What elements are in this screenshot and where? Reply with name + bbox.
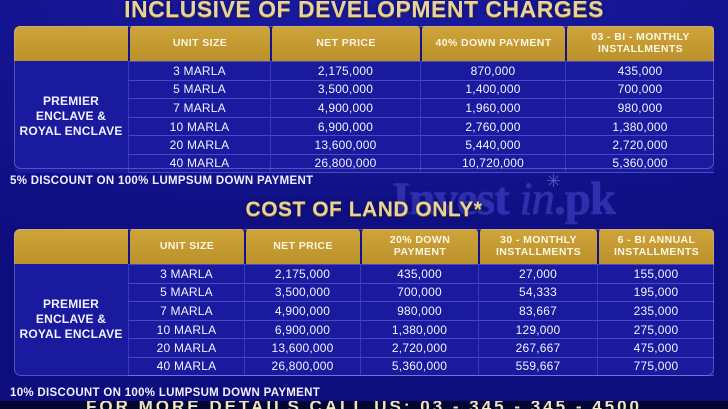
table-development-charges: UNIT SIZE NET PRICE 40% DOWN PAYMENT 03 … [14, 26, 714, 173]
col-header-installments: 03 - BI - MONTHLY INSTALLMENTS [565, 26, 714, 61]
table-row: 10 MARLA 6,900,000 2,760,000 1,380,000 [14, 116, 714, 136]
table-row: 20 MARLA 13,600,000 5,440,000 2,720,000 [14, 135, 714, 154]
footnote-discount-10: 10% DISCOUNT ON 100% LUMPSUM DOWN PAYMEN… [10, 387, 321, 399]
footnote-discount-5: 5% DISCOUNT ON 100% LUMPSUM DOWN PAYMENT [10, 175, 314, 187]
col-header-net-price: NET PRICE [244, 229, 360, 264]
col-header-unit-size: UNIT SIZE [128, 229, 244, 264]
cell-net-price: 26,800,000 [270, 153, 420, 173]
table-2-header: UNIT SIZE NET PRICE 20% DOWN PAYMENT 30 … [14, 229, 714, 264]
cell-net-price: 4,900,000 [270, 98, 420, 117]
cell-net-price: 13,600,000 [244, 338, 360, 357]
table-row: 20 MARLA 13,600,000 2,720,000 267,667 47… [14, 338, 714, 357]
cell-bi-annual-installments: 475,000 [597, 338, 714, 357]
col-header-bi-annual-installments: 6 - BI ANNUAL INSTALLMENTS [597, 229, 714, 264]
cell-net-price: 26,800,000 [244, 356, 360, 376]
cell-bi-annual-installments: 195,000 [597, 282, 714, 302]
cell-monthly-installments: 129,000 [478, 319, 597, 339]
cell-down-payment: 5,360,000 [360, 356, 478, 376]
cell-bi-annual-installments: 155,000 [597, 264, 714, 283]
cell-down-payment: 1,380,000 [360, 319, 478, 339]
table-1-corner-cell [14, 26, 128, 61]
cell-unit-size: 20 MARLA [128, 338, 244, 357]
cell-net-price: 2,175,000 [244, 264, 360, 283]
table-row: 10 MARLA 6,900,000 1,380,000 129,000 275… [14, 319, 714, 339]
table-cost-of-land-only: UNIT SIZE NET PRICE 20% DOWN PAYMENT 30 … [14, 229, 714, 376]
cell-net-price: 3,500,000 [270, 79, 420, 99]
cell-bi-annual-installments: 275,000 [597, 319, 714, 339]
table-row: 5 MARLA 3,500,000 1,400,000 700,000 [14, 79, 714, 99]
cell-monthly-installments: 83,667 [478, 301, 597, 320]
cell-unit-size: 40 MARLA [128, 356, 244, 376]
estate-label-2: PREMIER ENCLAVE & ROYAL ENCLAVE [14, 264, 128, 376]
cell-net-price: 13,600,000 [270, 135, 420, 154]
cell-installments: 435,000 [565, 61, 714, 80]
cell-unit-size: 5 MARLA [128, 79, 270, 99]
col-header-unit-size: UNIT SIZE [128, 26, 270, 61]
cell-installments: 980,000 [565, 98, 714, 117]
cell-bi-annual-installments: 235,000 [597, 301, 714, 320]
cell-unit-size: 20 MARLA [128, 135, 270, 154]
cell-down-payment: 870,000 [420, 61, 565, 80]
cell-unit-size: 3 MARLA [128, 264, 244, 283]
cell-net-price: 6,900,000 [244, 319, 360, 339]
cell-monthly-installments: 27,000 [478, 264, 597, 283]
cell-unit-size: 7 MARLA [128, 301, 244, 320]
cell-monthly-installments: 267,667 [478, 338, 597, 357]
cell-down-payment: 10,720,000 [420, 153, 565, 173]
section-title-cost-of-land-only: COST OF LAND ONLY* [245, 198, 483, 221]
cell-monthly-installments: 54,333 [478, 282, 597, 302]
cell-down-payment: 435,000 [360, 264, 478, 283]
cell-down-payment: 1,400,000 [420, 79, 565, 99]
cell-net-price: 3,500,000 [244, 282, 360, 302]
table-2-header-row: UNIT SIZE NET PRICE 20% DOWN PAYMENT 30 … [14, 229, 714, 264]
cell-installments: 1,380,000 [565, 116, 714, 136]
table-2-corner-cell [14, 229, 128, 264]
table-row: 40 MARLA 26,800,000 5,360,000 559,667 77… [14, 356, 714, 376]
cell-down-payment: 5,440,000 [420, 135, 565, 154]
cell-net-price: 4,900,000 [244, 301, 360, 320]
cell-down-payment: 2,720,000 [360, 338, 478, 357]
table-1-header-row: UNIT SIZE NET PRICE 40% DOWN PAYMENT 03 … [14, 26, 714, 61]
snowflake-icon: ✳ [546, 171, 562, 191]
price-table-2: UNIT SIZE NET PRICE 20% DOWN PAYMENT 30 … [14, 229, 714, 376]
call-banner-text: FOR MORE DETAILS CALL US: 03 - 345 - 345… [0, 401, 728, 409]
cell-unit-size: 10 MARLA [128, 116, 270, 136]
cell-net-price: 2,175,000 [270, 61, 420, 80]
cell-down-payment: 700,000 [360, 282, 478, 302]
table-row: 40 MARLA 26,800,000 10,720,000 5,360,000 [14, 153, 714, 173]
table-1-body: PREMIER ENCLAVE & ROYAL ENCLAVE 3 MARLA … [14, 61, 714, 173]
col-header-down-payment: 40% DOWN PAYMENT [420, 26, 565, 61]
cell-net-price: 6,900,000 [270, 116, 420, 136]
cell-unit-size: 40 MARLA [128, 153, 270, 173]
cell-installments: 2,720,000 [565, 135, 714, 154]
cell-installments: 700,000 [565, 79, 714, 99]
col-header-monthly-installments: 30 - MONTHLY INSTALLMENTS [478, 229, 597, 264]
cell-unit-size: 5 MARLA [128, 282, 244, 302]
cell-down-payment: 980,000 [360, 301, 478, 320]
cell-down-payment: 1,960,000 [420, 98, 565, 117]
estate-label-1: PREMIER ENCLAVE & ROYAL ENCLAVE [14, 61, 128, 173]
section-title-development-charges: INCLUSIVE OF DEVELOPMENT CHARGES [124, 0, 604, 22]
cell-unit-size: 7 MARLA [128, 98, 270, 117]
col-header-net-price: NET PRICE [270, 26, 420, 61]
col-header-down-payment: 20% DOWN PAYMENT [360, 229, 478, 264]
table-row: 7 MARLA 4,900,000 980,000 83,667 235,000 [14, 301, 714, 320]
cell-unit-size: 10 MARLA [128, 319, 244, 339]
table-row: 5 MARLA 3,500,000 700,000 54,333 195,000 [14, 282, 714, 302]
table-2-body: PREMIER ENCLAVE & ROYAL ENCLAVE 3 MARLA … [14, 264, 714, 376]
table-1-header: UNIT SIZE NET PRICE 40% DOWN PAYMENT 03 … [14, 26, 714, 61]
call-banner: FOR MORE DETAILS CALL US: 03 - 345 - 345… [0, 401, 728, 409]
price-table-1: UNIT SIZE NET PRICE 40% DOWN PAYMENT 03 … [14, 26, 714, 173]
cell-unit-size: 3 MARLA [128, 61, 270, 80]
table-row: PREMIER ENCLAVE & ROYAL ENCLAVE 3 MARLA … [14, 264, 714, 376]
table-row: PREMIER ENCLAVE & ROYAL ENCLAVE 3 MARLA … [14, 61, 714, 173]
cell-installments: 5,360,000 [565, 153, 714, 173]
cell-monthly-installments: 559,667 [478, 356, 597, 376]
table-row: 7 MARLA 4,900,000 1,960,000 980,000 [14, 98, 714, 117]
cell-down-payment: 2,760,000 [420, 116, 565, 136]
cell-bi-annual-installments: 775,000 [597, 356, 714, 376]
